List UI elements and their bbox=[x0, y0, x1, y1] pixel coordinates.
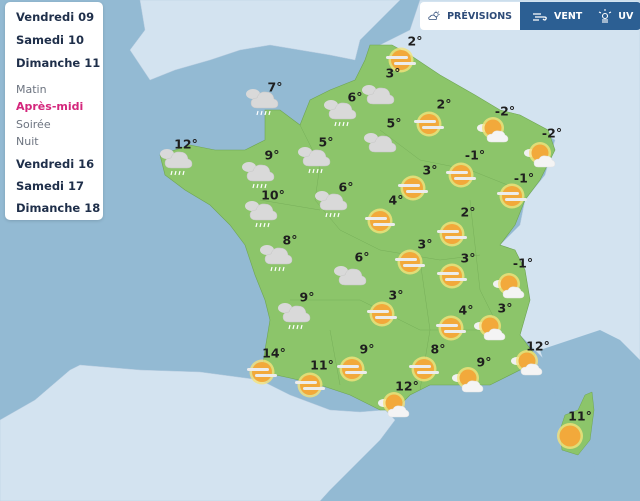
sun-cloud-icon bbox=[428, 10, 440, 21]
cloud-rain-icon[interactable] bbox=[259, 243, 293, 277]
sun-fog-icon[interactable] bbox=[446, 162, 476, 192]
date-selector-panel: Vendredi 09 Samedi 10 Dimanche 11 Matin … bbox=[5, 2, 103, 220]
cloud-rain-icon[interactable] bbox=[245, 87, 279, 121]
cloud-rain-icon[interactable] bbox=[159, 147, 193, 181]
sun-cloud-icon[interactable] bbox=[452, 366, 484, 398]
temperature-label: -1° bbox=[513, 170, 535, 186]
day-samedi-17[interactable]: Samedi 17 bbox=[16, 179, 85, 193]
map-layer-toolbar: PRÉVISIONS VENT UV bbox=[420, 2, 640, 30]
cloud-rain-icon[interactable] bbox=[244, 199, 278, 233]
temperature-label: 12° bbox=[174, 136, 198, 152]
sun-fog-icon[interactable] bbox=[497, 183, 527, 213]
temperature-label: 8° bbox=[430, 341, 446, 357]
day-samedi-10[interactable]: Samedi 10 bbox=[16, 33, 85, 47]
sun-fog-icon[interactable] bbox=[398, 175, 428, 205]
sun-fog-icon[interactable] bbox=[409, 356, 439, 386]
tab-previsions[interactable]: PRÉVISIONS bbox=[420, 2, 520, 30]
cloud-icon[interactable] bbox=[333, 264, 367, 292]
temperature-label: 14° bbox=[262, 345, 286, 361]
period-soiree[interactable]: Soirée bbox=[16, 118, 51, 131]
temperature-label: 2° bbox=[460, 204, 476, 220]
cloud-rain-icon[interactable] bbox=[323, 98, 357, 132]
sun-fog-icon[interactable] bbox=[395, 249, 425, 279]
sun-cloud-icon[interactable] bbox=[493, 272, 525, 304]
temperature-label: 12° bbox=[526, 338, 550, 354]
sun-cloud-icon[interactable] bbox=[378, 391, 410, 423]
tab-uv[interactable]: UV bbox=[590, 2, 640, 30]
temperature-label: 7° bbox=[267, 79, 283, 95]
temperature-label: 2° bbox=[407, 33, 423, 49]
temperature-label: 12° bbox=[395, 378, 419, 394]
temperature-label: 3° bbox=[417, 236, 433, 252]
sun-fog-icon[interactable] bbox=[247, 359, 277, 389]
temperature-label: 11° bbox=[568, 408, 592, 424]
temperature-label: 11° bbox=[310, 357, 334, 373]
sun-fog-icon[interactable] bbox=[337, 356, 367, 386]
sun-cloud-icon[interactable] bbox=[477, 116, 509, 148]
sun-icon[interactable] bbox=[556, 422, 584, 454]
temperature-label: 4° bbox=[388, 192, 404, 208]
period-nuit[interactable]: Nuit bbox=[16, 135, 39, 148]
temperature-label: 3° bbox=[385, 65, 401, 81]
england-landmass bbox=[129, 0, 401, 81]
wind-icon bbox=[533, 13, 547, 21]
temperature-label: 8° bbox=[282, 232, 298, 248]
sun-fog-icon[interactable] bbox=[295, 372, 325, 402]
temperature-label: 10° bbox=[261, 187, 285, 203]
temperature-label: 2° bbox=[436, 96, 452, 112]
period-apres-midi[interactable]: Après-midi bbox=[16, 100, 84, 113]
cloud-rain-icon[interactable] bbox=[297, 145, 331, 179]
cloud-rain-icon[interactable] bbox=[277, 301, 311, 335]
day-dimanche-18[interactable]: Dimanche 18 bbox=[16, 201, 101, 215]
tab-vent-label: VENT bbox=[554, 10, 583, 22]
tab-vent[interactable]: VENT bbox=[520, 2, 591, 30]
cloud-icon[interactable] bbox=[363, 131, 397, 159]
sun-fog-icon[interactable] bbox=[367, 301, 397, 331]
temperature-label: -1° bbox=[464, 147, 486, 163]
sun-fog-icon[interactable] bbox=[436, 315, 466, 345]
temperature-label: -2° bbox=[541, 125, 563, 141]
temperature-label: 6° bbox=[347, 89, 363, 105]
temperature-label: 9° bbox=[299, 289, 315, 305]
tab-previsions-label: PRÉVISIONS bbox=[447, 10, 512, 22]
day-vendredi-09[interactable]: Vendredi 09 bbox=[16, 10, 95, 24]
temperature-label: 9° bbox=[476, 354, 492, 370]
cloud-icon[interactable] bbox=[361, 83, 395, 111]
temperature-label: 6° bbox=[354, 249, 370, 265]
cloud-rain-icon[interactable] bbox=[241, 160, 275, 194]
sun-fog-icon[interactable] bbox=[365, 208, 395, 238]
temperature-label: 5° bbox=[318, 134, 334, 150]
temperature-label: 3° bbox=[460, 250, 476, 266]
temperature-label: 4° bbox=[458, 302, 474, 318]
sun-fog-icon[interactable] bbox=[414, 111, 444, 141]
sun-cloud-icon[interactable] bbox=[511, 349, 543, 381]
temperature-label: 3° bbox=[388, 287, 404, 303]
spain-landmass bbox=[0, 364, 396, 501]
day-vendredi-16[interactable]: Vendredi 16 bbox=[16, 157, 95, 171]
period-matin[interactable]: Matin bbox=[16, 83, 47, 96]
temperature-label: 6° bbox=[338, 179, 354, 195]
sun-cloud-icon[interactable] bbox=[474, 314, 506, 346]
temperature-label: 5° bbox=[386, 115, 402, 131]
temperature-label: 9° bbox=[264, 147, 280, 163]
temperature-label: 3° bbox=[497, 300, 513, 316]
temperature-label: -1° bbox=[512, 255, 534, 271]
uv-sun-icon bbox=[599, 9, 612, 23]
sun-cloud-icon[interactable] bbox=[524, 141, 556, 173]
tab-uv-label: UV bbox=[618, 10, 634, 22]
temperature-label: 9° bbox=[359, 341, 375, 357]
sun-fog-icon[interactable] bbox=[437, 263, 467, 293]
cloud-rain-icon[interactable] bbox=[314, 189, 348, 223]
temperature-label: 3° bbox=[422, 162, 438, 178]
sun-fog-icon[interactable] bbox=[386, 47, 416, 77]
day-dimanche-11[interactable]: Dimanche 11 bbox=[16, 56, 101, 70]
sun-fog-icon[interactable] bbox=[437, 221, 467, 251]
temperature-label: -2° bbox=[494, 103, 516, 119]
